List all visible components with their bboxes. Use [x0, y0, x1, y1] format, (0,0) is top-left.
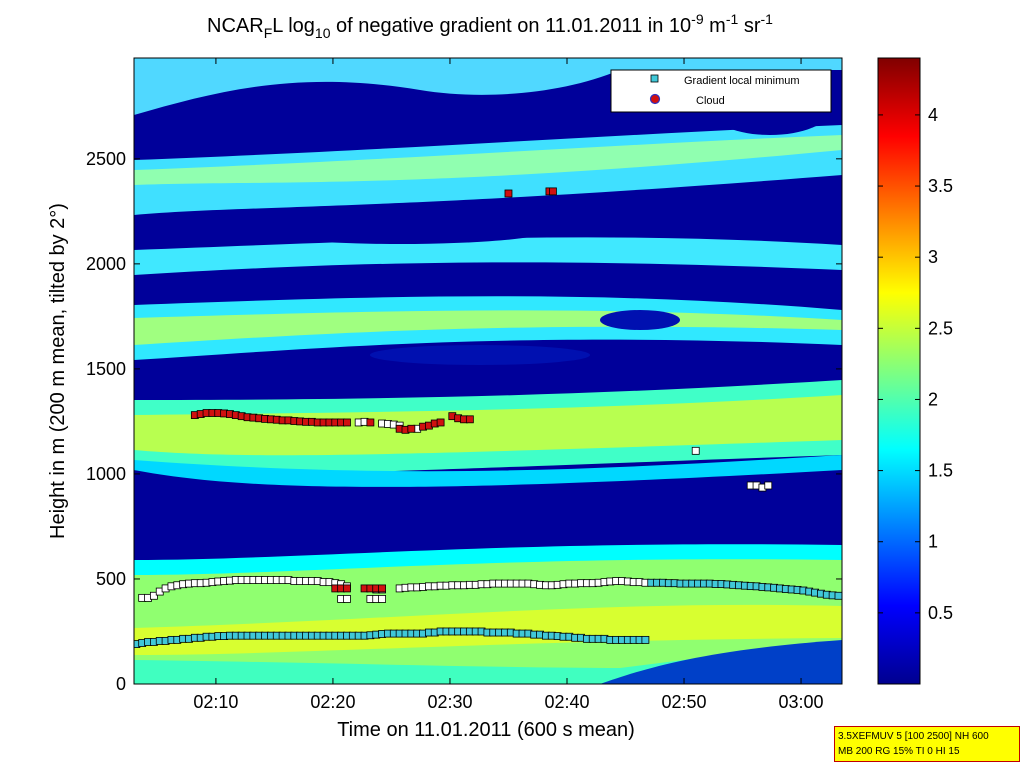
x-axis: 02:10 02:20 02:30 02:40 02:50 03:00: [193, 58, 824, 712]
colorbar-gradient: [877, 57, 921, 685]
cloud-point: [465, 415, 474, 424]
colorbar-tick-label: 1: [928, 532, 938, 552]
legend-box: [610, 69, 832, 113]
colorbar-ticks: 0.5 1 1.5 2 2.5 3 3.5 4: [878, 105, 953, 623]
gradient-min-point: [641, 635, 650, 644]
colorbar-tick-label: 4: [928, 105, 938, 125]
y-tick-label: 2000: [86, 254, 126, 274]
y-tick-label: 1000: [86, 464, 126, 484]
colorbar-tick-label: 3.5: [928, 176, 953, 196]
info-line-2: MB 200 RG 15% TI 0 HI 15: [838, 746, 960, 757]
cloud-point: [343, 418, 351, 427]
x-tick-label: 03:00: [779, 692, 824, 712]
colorbar-tick-label: 2: [928, 389, 938, 409]
legend: Gradient local minimum Cloud: [610, 69, 832, 113]
cloud-point: [436, 418, 445, 427]
cloud-point: [407, 424, 416, 433]
y-tick-label: 1500: [86, 359, 126, 379]
info-box: 3.5XEFMUV 5 [100 2500] NH 600 MB 200 RG …: [834, 726, 1020, 762]
y-tick-label: 2500: [86, 149, 126, 169]
x-tick-label: 02:10: [193, 692, 238, 712]
x-tick-label: 02:50: [661, 692, 706, 712]
x-tick-label: 02:20: [310, 692, 355, 712]
colorbar-tick-label: 2.5: [928, 318, 953, 338]
colorbar: 0.5 1 1.5 2 2.5 3 3.5 4: [877, 57, 953, 685]
colorbar-tick-label: 1.5: [928, 461, 953, 481]
cloud-point: [504, 189, 513, 198]
cloud-point: [366, 418, 375, 427]
legend-marker-gradient: [650, 74, 659, 83]
y-axis-title: Height in m (200 m mean, tilted by 2°): [47, 203, 69, 539]
y-tick-label: 0: [116, 674, 126, 694]
cloud-point: [549, 187, 557, 196]
legend-marker-cloud: [649, 93, 661, 105]
plot-frame: [133, 57, 843, 685]
cloud-point: [343, 584, 351, 593]
gradient-min-point: [834, 591, 842, 600]
chart-title: NCARFL log10 of negative gradient on 11.…: [207, 11, 773, 41]
gradient-min-point: [691, 446, 700, 455]
gradient-min-point: [378, 595, 386, 603]
info-line-1: 3.5XEFMUV 5 [100 2500] NH 600: [838, 731, 989, 742]
x-axis-title: Time on 11.01.2011 (600 s mean): [337, 719, 635, 741]
x-tick-label: 02:30: [427, 692, 472, 712]
gradient-min-point: [343, 595, 351, 603]
x-tick-label: 02:40: [544, 692, 589, 712]
marker-layer: [134, 187, 842, 648]
y-axis: 0 500 1000 1500 2000 2500: [86, 149, 842, 694]
colorbar-tick-label: 0.5: [928, 603, 953, 623]
legend-label-cloud: Cloud: [696, 95, 725, 107]
y-tick-label: 500: [96, 569, 126, 589]
heatmap-field: [134, 58, 842, 684]
cloud-point: [378, 584, 386, 593]
colorbar-tick-label: 3: [928, 247, 938, 267]
gradient-min-point: [149, 591, 158, 600]
legend-label-gradient: Gradient local minimum: [684, 75, 800, 87]
gradient-min-point: [764, 481, 773, 490]
